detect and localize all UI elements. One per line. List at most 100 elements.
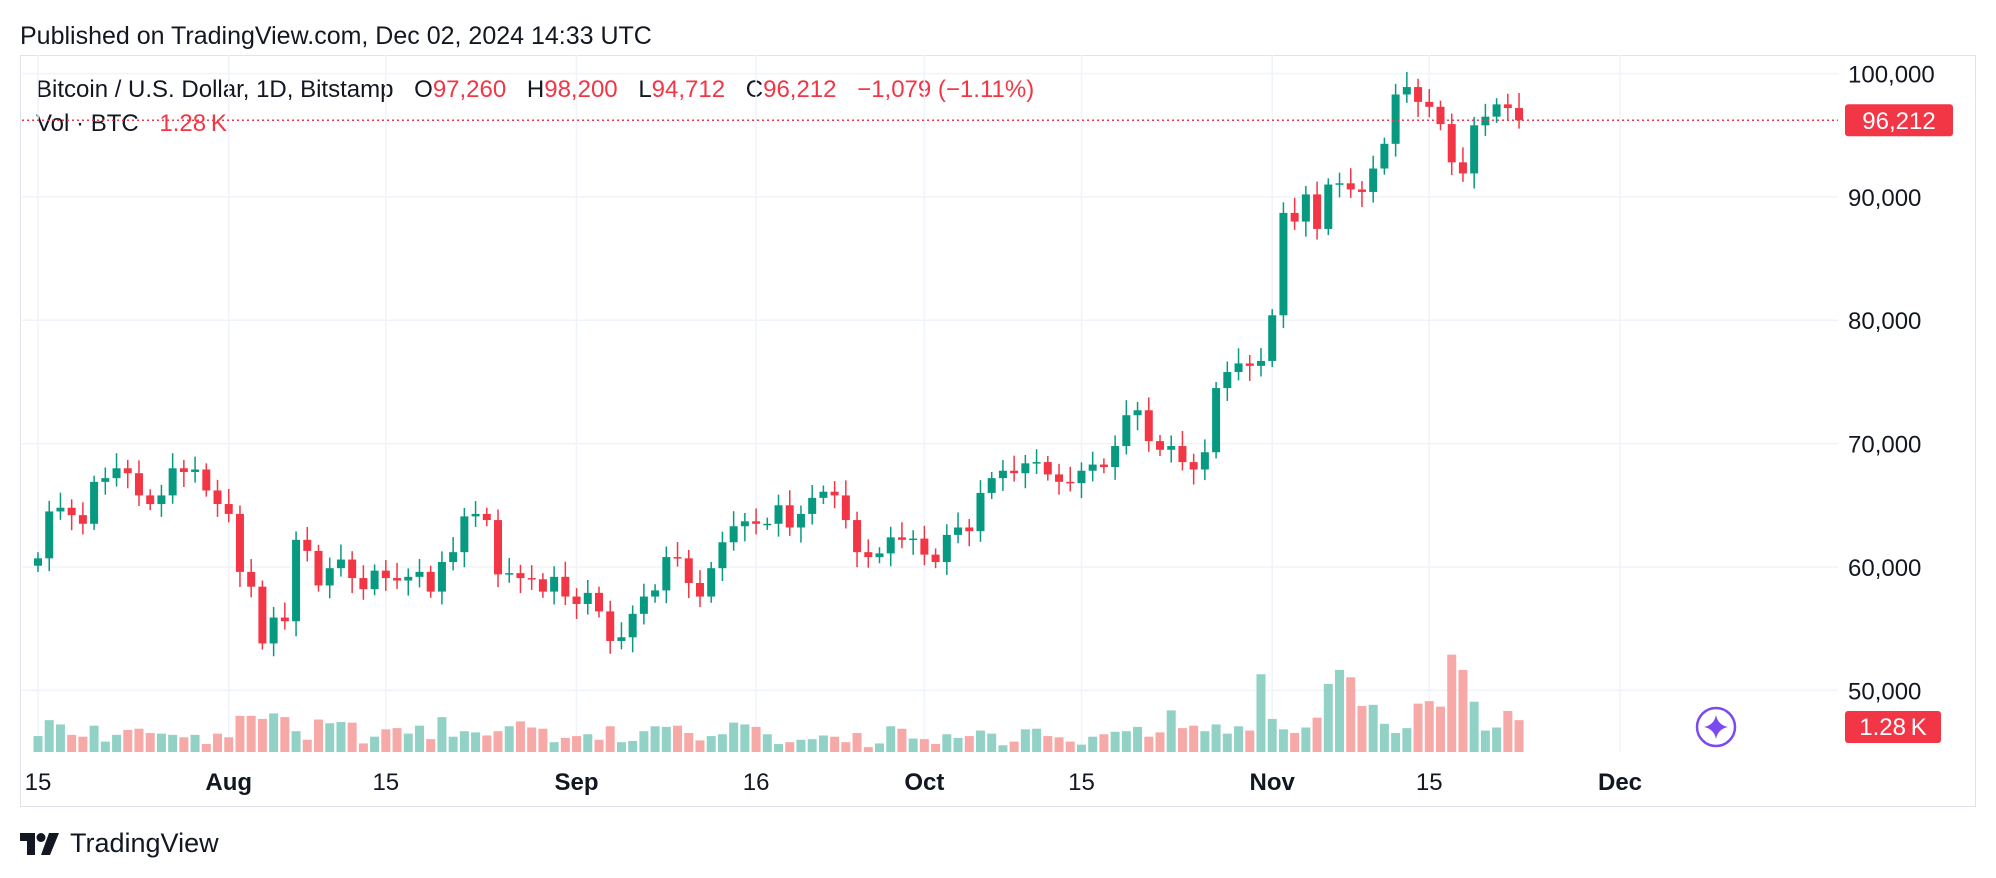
volume-bar	[908, 738, 918, 752]
grid-lines	[22, 55, 1838, 752]
candle-body	[269, 617, 278, 644]
candle-body	[1369, 168, 1378, 192]
volume-bar	[650, 726, 660, 752]
volume-bar	[931, 744, 941, 752]
candle-body	[763, 523, 772, 526]
candle-body	[976, 492, 985, 532]
candle-body	[1279, 212, 1288, 316]
candle-body	[292, 539, 301, 622]
volume-bar	[112, 734, 122, 752]
candle-body	[1402, 87, 1411, 95]
volume-label[interactable]: Vol · BTC	[36, 110, 139, 137]
candle-body	[90, 481, 99, 524]
x-tick-label: 15	[25, 769, 52, 796]
volume-bar	[863, 747, 873, 752]
assistant-button[interactable]	[1695, 706, 1737, 748]
candle-body	[404, 576, 413, 581]
candle-body	[168, 468, 177, 496]
close-label: C	[745, 76, 764, 103]
volume-bar	[67, 734, 77, 752]
candle-body	[808, 497, 817, 514]
volume-bar	[605, 726, 615, 752]
volume-bar	[919, 739, 929, 752]
candle-body	[1447, 124, 1456, 163]
candle-body	[1313, 194, 1322, 229]
volume-bar	[33, 736, 43, 752]
candle-body	[471, 513, 480, 517]
volume-bar	[639, 731, 649, 752]
volume-bar	[1424, 701, 1434, 752]
volume-bars	[33, 654, 1524, 752]
volume-bar	[953, 737, 963, 752]
candle-body	[1414, 87, 1423, 102]
candle-body	[931, 554, 940, 563]
candle-body	[942, 534, 951, 563]
low-label: L	[638, 76, 652, 103]
published-line: Published on TradingView.com, Dec 02, 20…	[20, 22, 652, 50]
candle-body	[1010, 470, 1019, 474]
volume-bar	[886, 726, 896, 752]
candle-body	[998, 470, 1007, 479]
volume-bar	[1357, 706, 1367, 752]
volume-bar	[975, 730, 985, 752]
volume-bar	[1245, 730, 1255, 752]
candle-body	[1223, 372, 1232, 389]
volume-bar	[1155, 732, 1165, 752]
candle-body	[954, 527, 963, 535]
volume-bar	[706, 736, 716, 752]
volume-bar	[549, 742, 559, 752]
volume-bar	[1166, 710, 1176, 752]
candle-body	[1167, 446, 1176, 450]
volume-bar	[1267, 718, 1277, 752]
volume-bar	[89, 725, 99, 752]
volume-bar	[1222, 733, 1232, 752]
candle-body	[841, 495, 850, 521]
candle-body	[695, 582, 704, 597]
candle-body	[67, 507, 76, 516]
volume-bar	[751, 726, 761, 752]
volume-bar	[841, 742, 851, 752]
volume-bar	[830, 736, 840, 752]
volume-bar	[235, 715, 245, 752]
candle-body	[56, 507, 65, 512]
volume-bar	[1020, 729, 1030, 752]
volume-bar	[1054, 737, 1064, 752]
candle-body	[1122, 415, 1131, 447]
candle-body	[595, 592, 603, 612]
x-tick-label: Oct	[904, 769, 944, 796]
volume-bar	[414, 725, 424, 752]
volume-bar	[1312, 717, 1322, 752]
symbol-label[interactable]: Bitcoin / U.S. Dollar, 1D, Bitstamp	[36, 76, 394, 103]
candle-body	[707, 568, 716, 597]
volume-bar	[1009, 741, 1019, 752]
volume-bar	[1211, 724, 1221, 752]
candle-body	[909, 538, 918, 541]
candle-body	[1346, 183, 1355, 190]
candle-body	[370, 570, 379, 590]
volume-bar	[1323, 684, 1333, 752]
candle-body	[729, 526, 738, 543]
volume-bar	[695, 740, 705, 752]
candle-body	[1256, 360, 1265, 366]
candle-body	[1189, 462, 1198, 470]
volume-bar	[213, 733, 223, 752]
candle-body	[1043, 462, 1052, 475]
candle-body	[1391, 94, 1400, 144]
candle-body	[112, 468, 121, 479]
candle-body	[1470, 125, 1479, 174]
tradingview-brand[interactable]: TradingView	[20, 828, 219, 859]
candle-body	[516, 573, 525, 579]
candle-body	[785, 505, 794, 528]
candle-body	[1066, 481, 1075, 484]
volume-bar	[673, 725, 683, 752]
volume-bar	[740, 724, 750, 752]
volume-bar	[583, 734, 593, 752]
volume-bar	[347, 722, 357, 752]
volume-bar	[381, 729, 391, 752]
candle-body	[1492, 104, 1501, 117]
candle-body	[1032, 462, 1041, 464]
volume-bar	[1346, 677, 1356, 752]
volume-bar	[1133, 726, 1143, 752]
volume-bar	[594, 739, 604, 752]
